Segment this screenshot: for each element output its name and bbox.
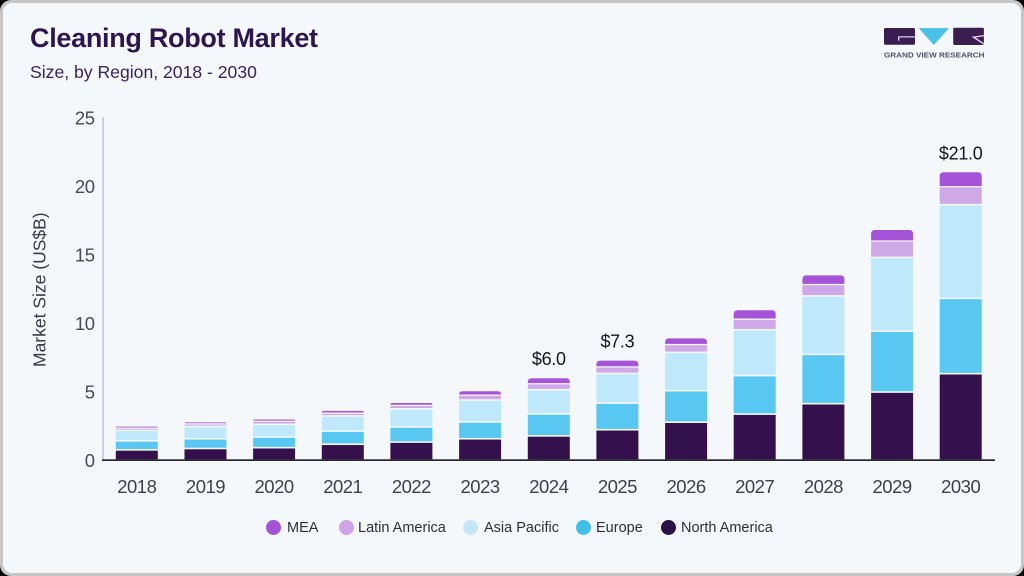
svg-text:Asia Pacific: Asia Pacific [484, 520, 559, 536]
svg-text:2030: 2030 [941, 476, 980, 497]
svg-text:2022: 2022 [392, 476, 431, 497]
svg-text:2021: 2021 [323, 476, 362, 497]
svg-text:MEA: MEA [287, 520, 319, 536]
svg-text:2020: 2020 [255, 476, 294, 497]
svg-text:2027: 2027 [735, 476, 774, 497]
svg-text:Market Size (US$B): Market Size (US$B) [30, 212, 50, 367]
svg-text:$7.3: $7.3 [600, 332, 634, 352]
svg-text:2028: 2028 [804, 476, 843, 497]
svg-text:GRAND VIEW RESEARCH: GRAND VIEW RESEARCH [884, 51, 985, 60]
svg-text:$21.0: $21.0 [939, 143, 983, 163]
svg-text:2029: 2029 [873, 476, 912, 497]
svg-text:20: 20 [75, 176, 95, 197]
svg-text:2026: 2026 [667, 476, 706, 497]
svg-text:2023: 2023 [461, 476, 500, 497]
svg-text:25: 25 [75, 107, 95, 128]
svg-text:2018: 2018 [117, 476, 156, 497]
svg-text:10: 10 [75, 313, 95, 334]
svg-text:2024: 2024 [529, 476, 568, 497]
svg-text:North America: North America [681, 520, 774, 536]
svg-text:Europe: Europe [596, 520, 643, 536]
svg-text:Latin America: Latin America [358, 520, 447, 536]
svg-text:0: 0 [85, 450, 95, 471]
svg-text:2019: 2019 [186, 476, 225, 497]
svg-text:$6.0: $6.0 [532, 349, 566, 369]
svg-text:5: 5 [85, 381, 95, 402]
svg-text:2025: 2025 [598, 476, 637, 497]
svg-text:15: 15 [75, 244, 95, 265]
